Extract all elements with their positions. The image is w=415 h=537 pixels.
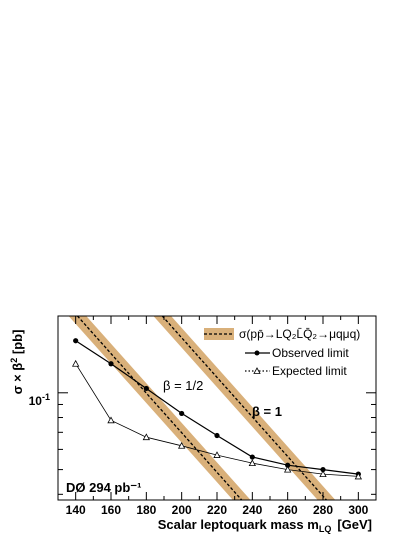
legend-band-label: σ(pp̄→LQ₂L̄Q̄₂→μqμq) — [239, 327, 360, 341]
x-tick-label: 200 — [172, 503, 192, 517]
series-layer — [71, 338, 363, 480]
theory-band-0 — [68, 316, 251, 500]
observed-point — [249, 454, 255, 460]
legend-expected-label: Expected limit — [272, 364, 347, 378]
y-axis-title: σ × β2 [pb] — [9, 330, 25, 395]
x-axis-title: Scalar leptoquark mass mLQ [GeV] — [158, 517, 372, 534]
observed-point — [179, 410, 185, 417]
legend-expected-marker — [253, 367, 261, 374]
annotation-beta-half: β = 1/2 — [163, 378, 203, 393]
observed-point — [73, 338, 79, 344]
theory-band-center-1 — [161, 316, 328, 500]
expected-point — [71, 359, 80, 367]
y-axis — [58, 315, 376, 495]
observed-point — [285, 462, 291, 468]
observed-point — [214, 432, 220, 439]
expected-point — [248, 459, 257, 467]
expected-point — [107, 416, 115, 424]
annotation-experiment: DØ 294 pb⁻¹ — [66, 480, 142, 495]
x-tick-label: 260 — [278, 503, 298, 517]
x-tick-label: 280 — [313, 503, 333, 517]
legend-observed-label: Observed limit — [272, 346, 349, 360]
expected-point — [142, 433, 151, 441]
annotation-beta-one: β = 1 — [252, 404, 282, 419]
x-tick-label: 180 — [136, 503, 156, 517]
observed-point — [108, 361, 114, 367]
x-tick-label: 140 — [66, 503, 86, 517]
expected-point — [319, 470, 327, 478]
theory-bands — [68, 316, 336, 500]
theory-band-center-0 — [76, 316, 243, 500]
expected-point — [177, 441, 186, 449]
observed-point — [143, 385, 149, 392]
expected-point — [213, 451, 221, 458]
legend-observed-marker — [254, 350, 260, 356]
expected-point — [354, 472, 363, 480]
theory-band-1 — [153, 316, 336, 500]
legend: σ(pp̄→LQ₂L̄Q̄₂→μqμq) Observed limit Expe… — [204, 327, 360, 378]
expected-point — [283, 465, 292, 473]
x-axis: 140 160 180 200 220 240 260 280 300 — [57, 316, 377, 517]
observed-point — [320, 466, 326, 473]
x-tick-label: 300 — [348, 503, 368, 517]
x-tick-label: 220 — [207, 503, 227, 517]
x-tick-label: 240 — [242, 503, 262, 517]
y-tick-label-0: 10-1 — [29, 392, 50, 408]
x-tick-label: 160 — [101, 503, 121, 517]
